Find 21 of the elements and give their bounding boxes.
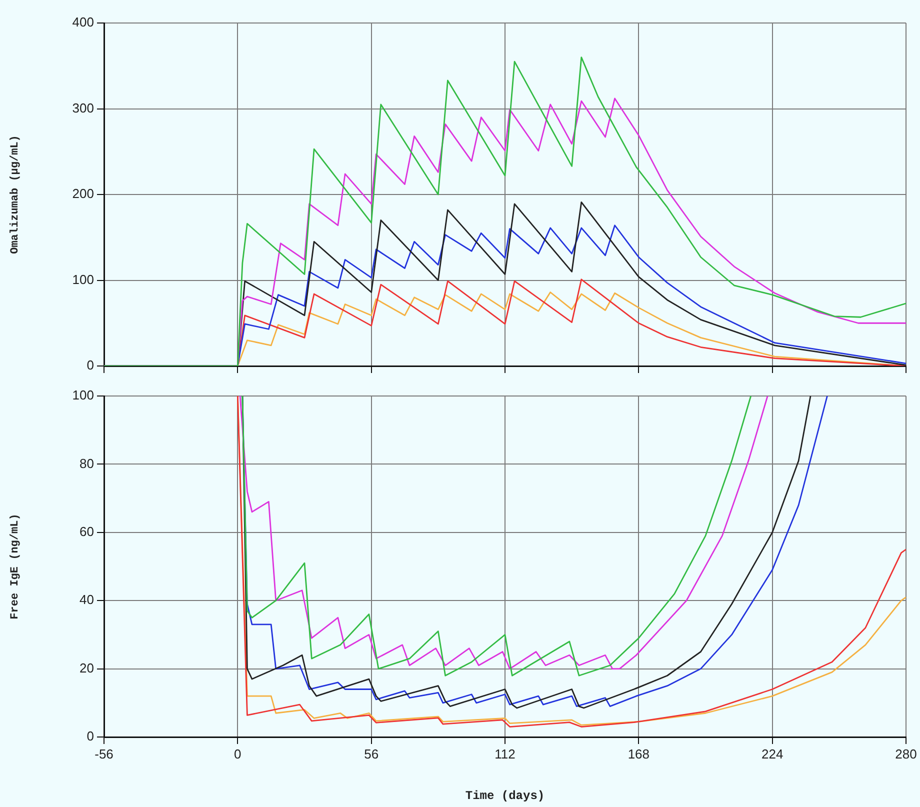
x-tick-label: 280	[895, 746, 917, 762]
y-tick-label: 0	[86, 728, 94, 744]
y-tick-label: 40	[80, 592, 94, 608]
y-axis-title: Omalizumab (µg/mL)	[9, 135, 22, 254]
y-axis-title: Free IgE (ng/mL)	[9, 514, 22, 620]
x-tick-label: 56	[364, 746, 379, 762]
y-tick-label: 0	[86, 358, 94, 373]
x-tick-label: 112	[494, 746, 516, 762]
y-tick-label: 100	[72, 388, 94, 403]
x-tick-label: 224	[761, 746, 784, 762]
y-tick-label: 20	[80, 660, 94, 676]
y-tick-label: 300	[72, 100, 94, 116]
y-tick-label: 400	[72, 14, 94, 30]
x-tick-label: -56	[94, 746, 114, 762]
x-tick-label: 168	[628, 746, 650, 762]
y-tick-label: 80	[80, 456, 94, 471]
y-tick-label: 60	[80, 524, 94, 539]
x-tick-label: 0	[234, 746, 242, 762]
y-tick-label: 100	[72, 272, 94, 287]
y-tick-label: 200	[72, 186, 94, 202]
x-axis-title: Time (days)	[465, 788, 545, 803]
